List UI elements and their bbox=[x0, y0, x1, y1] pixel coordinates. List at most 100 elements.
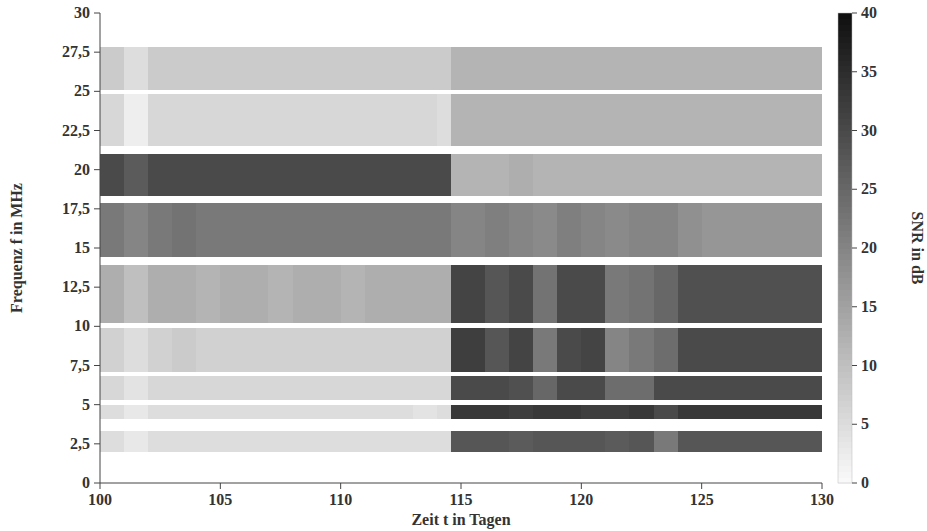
colorbar-tick-label: 25 bbox=[861, 180, 877, 197]
cell bbox=[196, 328, 220, 372]
cell bbox=[268, 47, 292, 89]
y-tick-label: 25 bbox=[74, 82, 90, 99]
y-tick-label: 15 bbox=[74, 239, 90, 256]
cell bbox=[798, 328, 822, 372]
cell bbox=[629, 94, 653, 146]
colorbar-step bbox=[838, 172, 852, 178]
cell bbox=[654, 431, 678, 451]
cell bbox=[678, 47, 702, 89]
cell bbox=[774, 47, 798, 89]
cell bbox=[509, 94, 533, 146]
cell bbox=[389, 376, 413, 400]
cell bbox=[220, 376, 244, 400]
cell bbox=[557, 47, 581, 89]
colorbar-step bbox=[838, 307, 852, 313]
cell bbox=[100, 328, 124, 372]
colorbar-step bbox=[838, 37, 852, 43]
cell bbox=[244, 431, 268, 451]
cell bbox=[437, 328, 452, 372]
cell bbox=[244, 203, 268, 258]
x-axis-title: Zeit t in Tagen bbox=[411, 511, 510, 529]
colorbar-step bbox=[838, 413, 852, 419]
cell bbox=[750, 376, 774, 400]
cell bbox=[557, 376, 581, 400]
x-tick bbox=[701, 483, 702, 489]
colorbar-step bbox=[838, 301, 852, 307]
cell bbox=[557, 431, 581, 451]
cell bbox=[654, 154, 678, 196]
cell bbox=[317, 47, 341, 89]
cell bbox=[389, 94, 413, 146]
cell bbox=[172, 203, 196, 258]
cell bbox=[437, 203, 452, 258]
cell bbox=[317, 328, 341, 372]
cell bbox=[654, 405, 678, 419]
cell bbox=[557, 203, 581, 258]
cell bbox=[629, 154, 653, 196]
cell bbox=[678, 203, 702, 258]
cell bbox=[605, 203, 629, 258]
colorbar-step bbox=[838, 72, 852, 78]
colorbar-tick bbox=[852, 130, 857, 131]
cell bbox=[581, 94, 605, 146]
cell bbox=[726, 431, 750, 451]
cell bbox=[581, 154, 605, 196]
colorbar-tick bbox=[852, 483, 857, 484]
cell bbox=[220, 328, 244, 372]
colorbar-step bbox=[838, 207, 852, 213]
cell bbox=[413, 47, 437, 89]
cell bbox=[389, 203, 413, 258]
colorbar bbox=[838, 13, 852, 484]
cell bbox=[437, 47, 452, 89]
cell bbox=[678, 328, 702, 372]
cell bbox=[268, 94, 292, 146]
cell bbox=[100, 265, 124, 323]
cell bbox=[268, 154, 292, 196]
colorbar-step bbox=[838, 260, 852, 266]
cell bbox=[172, 328, 196, 372]
y-tick bbox=[94, 443, 100, 444]
cell bbox=[413, 431, 437, 451]
cell bbox=[293, 431, 317, 451]
cell bbox=[413, 154, 437, 196]
colorbar-step bbox=[838, 136, 852, 142]
colorbar-tick-label: 40 bbox=[861, 4, 877, 21]
cell bbox=[389, 154, 413, 196]
cell bbox=[533, 94, 557, 146]
cell bbox=[148, 376, 172, 400]
cell bbox=[437, 405, 452, 419]
cell bbox=[509, 328, 533, 372]
x-tick-label: 100 bbox=[88, 491, 112, 508]
y-tick bbox=[94, 13, 100, 14]
colorbar-step bbox=[838, 389, 852, 395]
cell bbox=[293, 376, 317, 400]
colorbar-tick bbox=[852, 365, 857, 366]
cell bbox=[798, 203, 822, 258]
cell bbox=[365, 154, 389, 196]
cell bbox=[629, 328, 653, 372]
cell bbox=[100, 405, 124, 419]
colorbar-step bbox=[838, 219, 852, 225]
y-tick bbox=[94, 287, 100, 288]
colorbar-step bbox=[838, 236, 852, 242]
y-tick-label: 22,5 bbox=[62, 122, 90, 139]
cell bbox=[451, 405, 485, 419]
colorbar-step bbox=[838, 78, 852, 84]
cell bbox=[750, 94, 774, 146]
colorbar-step bbox=[838, 295, 852, 301]
cell bbox=[750, 431, 774, 451]
colorbar-step bbox=[838, 254, 852, 260]
cell bbox=[581, 47, 605, 89]
cell bbox=[485, 431, 509, 451]
cell bbox=[726, 47, 750, 89]
cell bbox=[485, 405, 509, 419]
cell bbox=[341, 405, 365, 419]
colorbar-step bbox=[838, 125, 852, 131]
colorbar-step bbox=[838, 19, 852, 25]
colorbar-step bbox=[838, 448, 852, 454]
cell bbox=[365, 376, 389, 400]
cell bbox=[509, 431, 533, 451]
cell bbox=[533, 431, 557, 451]
cell bbox=[196, 431, 220, 451]
cell bbox=[365, 94, 389, 146]
